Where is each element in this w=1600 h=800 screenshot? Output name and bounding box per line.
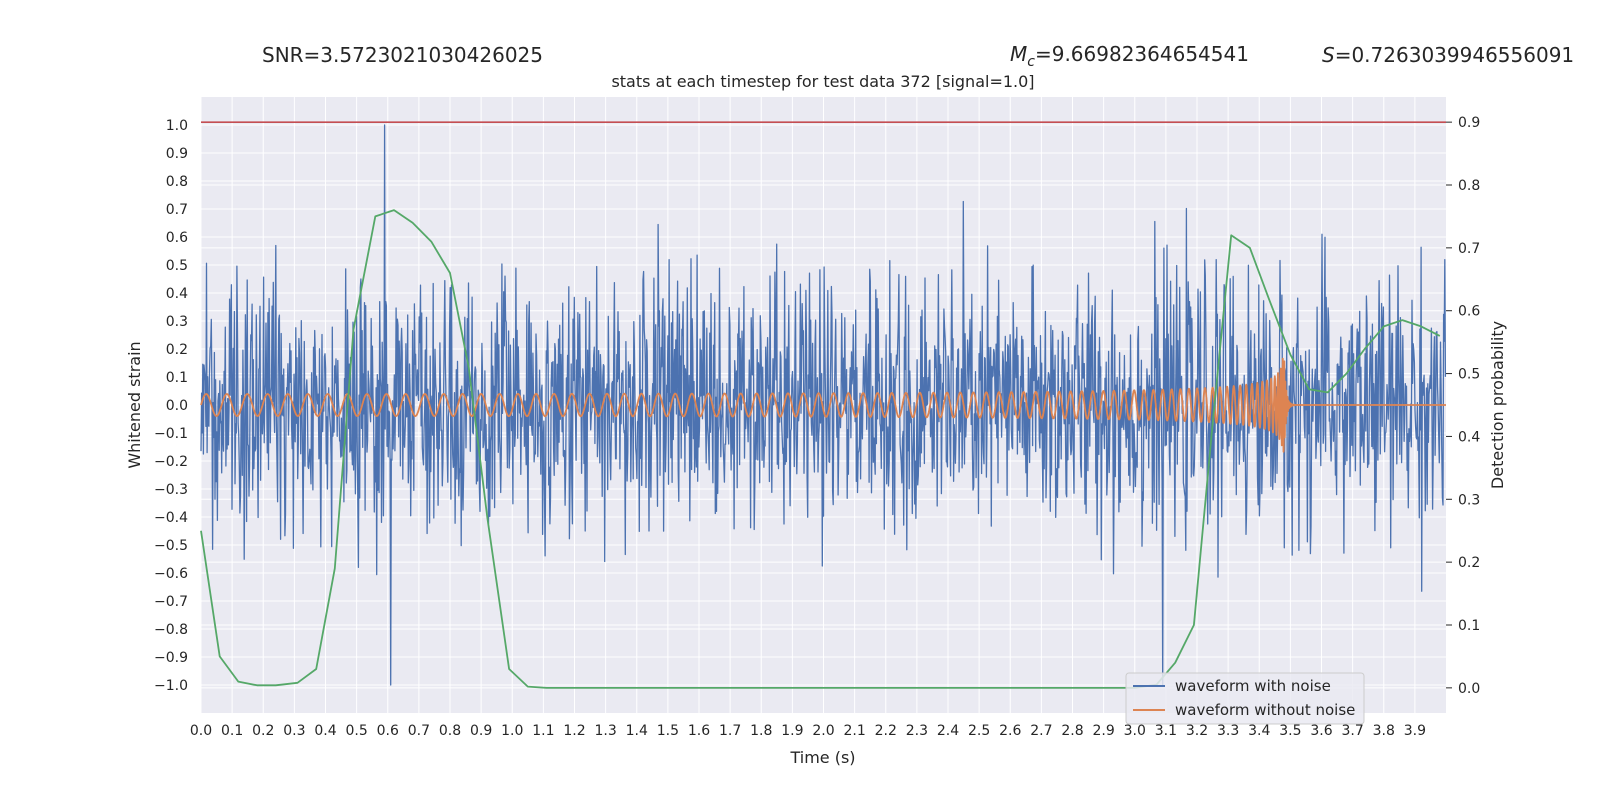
mc-label: Mc=9.66982364654541 xyxy=(1010,42,1249,70)
x-tick-label: 2.8 xyxy=(1061,723,1083,739)
y2-tick-label: 0.7 xyxy=(1458,241,1480,257)
x-tick-label: 3.5 xyxy=(1279,723,1301,739)
y2-tick-labels: 0.9 0.8 0.7 0.6 0.5 0.4 0.3 0.2 0.1 0.0 xyxy=(1446,115,1480,697)
x-tick-label: 3.7 xyxy=(1341,723,1363,739)
x-tick-label: 0.3 xyxy=(283,723,305,739)
x-axis-label: Time (s) xyxy=(789,748,855,767)
x-tick-label: 2.1 xyxy=(843,723,865,739)
y-tick-label: −0.1 xyxy=(154,426,188,442)
x-tick-label: 3.9 xyxy=(1404,723,1426,739)
x-tick-label: 1.4 xyxy=(626,723,648,739)
mc-value: =9.66982364654541 xyxy=(1035,42,1249,66)
x-tick-label: 0.8 xyxy=(439,723,461,739)
y-tick-label: −0.9 xyxy=(154,650,188,666)
x-tick-label: 3.3 xyxy=(1217,723,1239,739)
y2-tick-label: 0.0 xyxy=(1458,681,1480,697)
x-tick-label: 3.8 xyxy=(1373,723,1395,739)
y-tick-label: −0.6 xyxy=(154,566,188,582)
x-tick-label: 0.2 xyxy=(252,723,274,739)
x-tick-label: 0.9 xyxy=(470,723,492,739)
s-value: =0.7263039946556091 xyxy=(1335,43,1574,67)
x-tick-label: 1.2 xyxy=(563,723,585,739)
y2-tick-label: 0.4 xyxy=(1458,429,1480,445)
y-tick-label: 0.6 xyxy=(166,230,188,246)
x-tick-label: 0.1 xyxy=(221,723,243,739)
series-line-2 xyxy=(200,209,1441,689)
y-tick-label: 0.3 xyxy=(166,314,188,330)
y2-tick-label: 0.2 xyxy=(1458,555,1480,571)
x-tick-label: 0.0 xyxy=(190,723,212,739)
y2-tick-label: 0.9 xyxy=(1458,115,1480,131)
y-tick-label: 0.1 xyxy=(166,370,188,386)
x-tick-label: 2.9 xyxy=(1092,723,1114,739)
x-tick-label: 1.6 xyxy=(688,723,710,739)
snr-label: SNR=3.5723021030426025 xyxy=(262,43,543,67)
x-tick-label: 2.0 xyxy=(812,723,834,739)
x-tick-label: 2.4 xyxy=(937,723,959,739)
s-symbol: S xyxy=(1322,43,1335,67)
x-tick-label: 3.0 xyxy=(1124,723,1146,739)
y-tick-label: −0.4 xyxy=(154,510,188,526)
x-tick-label: 0.6 xyxy=(377,723,399,739)
x-tick-label: 0.5 xyxy=(345,723,367,739)
y-tick-label: 0.2 xyxy=(166,342,188,358)
mc-symbol: M xyxy=(1010,42,1027,66)
x-tick-label: 0.7 xyxy=(408,723,430,739)
y-tick-label: −0.8 xyxy=(154,622,188,638)
x-tick-label: 2.2 xyxy=(875,723,897,739)
y-tick-label: −0.2 xyxy=(154,454,188,470)
x-tick-label: 2.5 xyxy=(968,723,990,739)
y2-tick-label: 0.6 xyxy=(1458,304,1480,320)
x-tick-label: 2.3 xyxy=(906,723,928,739)
y-tick-label: 0.4 xyxy=(166,286,188,302)
x-tick-label: 1.7 xyxy=(719,723,741,739)
legend-box xyxy=(1125,672,1365,725)
x-tick-label: 0.4 xyxy=(314,723,336,739)
y-tick-label: −1.0 xyxy=(154,678,188,694)
series-line-0 xyxy=(200,124,1447,686)
y-tick-label: 1.0 xyxy=(166,118,188,134)
x-tick-label: 3.4 xyxy=(1248,723,1270,739)
legend: waveform with noise waveform without noi… xyxy=(1125,672,1365,725)
y-tick-label: 0.0 xyxy=(166,398,188,414)
y2-tick-label: 0.8 xyxy=(1458,178,1480,194)
y-tick-label: 0.7 xyxy=(166,202,188,218)
x-tick-label: 1.9 xyxy=(781,723,803,739)
y-tick-label: 0.9 xyxy=(166,146,188,162)
y-tick-label: 0.5 xyxy=(166,258,188,274)
x-tick-label: 3.1 xyxy=(1155,723,1177,739)
s-label: S=0.7263039946556091 xyxy=(1322,43,1574,67)
chart-title: stats at each timestep for test data 372… xyxy=(611,72,1034,91)
y-tick-labels: 1.0 0.9 0.8 0.7 0.6 0.5 0.4 0.3 0.2 0.1 0.0 −0.1 −0.… xyxy=(154,118,188,694)
y-axis-label: Whitened strain xyxy=(125,341,144,468)
y-tick-label: 0.8 xyxy=(166,174,188,190)
y-tick-label: −0.5 xyxy=(154,538,188,554)
x-tick-label: 2.7 xyxy=(1030,723,1052,739)
x-tick-label: 1.8 xyxy=(750,723,772,739)
x-tick-labels: 0.0 0.1 0.2 0.3 0.4 0.5 0.6 0.7 0.8 0.9 1.0 1.1 1.2 1… xyxy=(190,723,1426,739)
legend-label-clean: waveform without noise xyxy=(1175,701,1355,719)
y2-axis-label: Detection probability xyxy=(1488,321,1507,489)
y-tick-label: −0.7 xyxy=(154,594,188,610)
x-tick-label: 1.3 xyxy=(594,723,616,739)
series-lines xyxy=(200,121,1447,689)
y2-tick-label: 0.1 xyxy=(1458,618,1480,634)
y2-tick-label: 0.3 xyxy=(1458,492,1480,508)
x-tick-label: 1.0 xyxy=(501,723,523,739)
x-tick-label: 1.5 xyxy=(657,723,679,739)
y-tick-label: −0.3 xyxy=(154,482,188,498)
x-tick-label: 2.6 xyxy=(999,723,1021,739)
series-line-1 xyxy=(200,357,1447,453)
mc-subscript: c xyxy=(1027,54,1035,70)
x-tick-label: 3.6 xyxy=(1310,723,1332,739)
legend-label-noise: waveform with noise xyxy=(1175,677,1331,695)
x-tick-label: 1.1 xyxy=(532,723,554,739)
y2-tick-label: 0.5 xyxy=(1458,367,1480,383)
x-tick-label: 3.2 xyxy=(1186,723,1208,739)
